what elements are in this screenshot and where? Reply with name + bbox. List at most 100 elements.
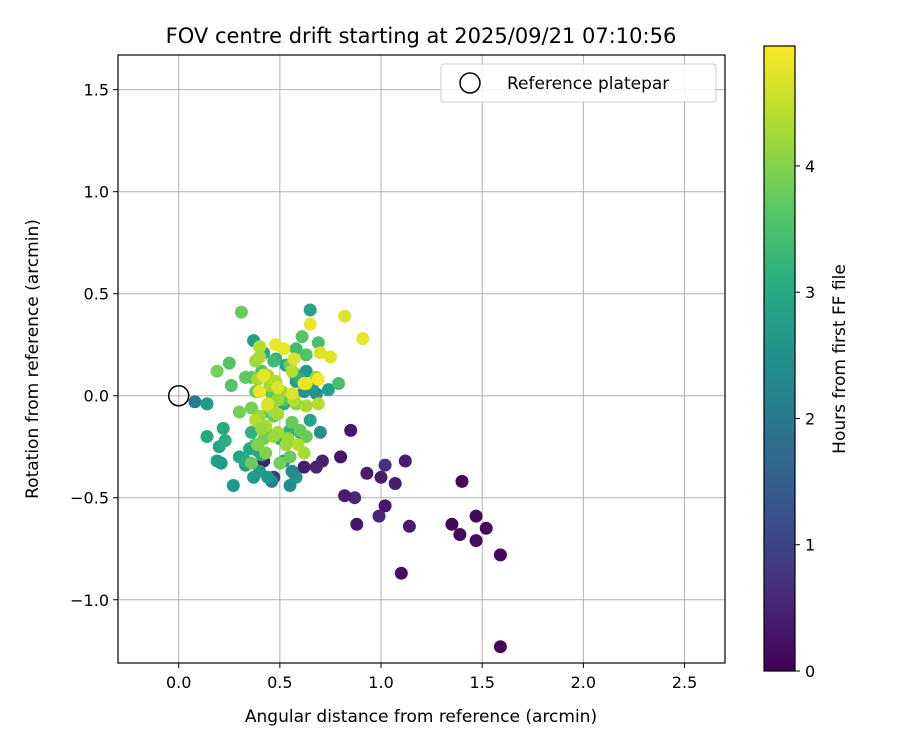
y-tick-label: 0.0	[84, 387, 109, 406]
data-point	[283, 450, 297, 464]
x-tick-label: 0.5	[267, 673, 292, 692]
data-point	[469, 509, 483, 523]
data-point	[234, 305, 248, 319]
data-point	[297, 446, 311, 460]
data-point	[267, 430, 281, 443]
data-point	[321, 383, 335, 397]
data-point	[285, 387, 299, 401]
data-point	[324, 350, 337, 364]
data-point	[297, 460, 311, 474]
data-point	[295, 330, 309, 344]
data-point	[289, 342, 303, 356]
data-point	[303, 317, 317, 331]
legend-marker	[459, 72, 481, 94]
x-tick-label: 2.5	[672, 673, 697, 692]
data-point	[216, 421, 230, 435]
data-point	[493, 640, 507, 654]
data-point	[253, 340, 267, 354]
x-axis-label: Angular distance from reference (arcmin)	[245, 707, 597, 727]
data-point	[210, 364, 224, 378]
data-point	[311, 372, 325, 386]
colorbar-label: Hours from first FF file	[830, 264, 850, 454]
data-point	[378, 458, 392, 472]
x-tick-label: 1.0	[368, 673, 393, 692]
reference-point-marker	[167, 384, 190, 407]
y-axis-ticks: 1.5 1.0 0.5 0.0 −0.5 −1.0	[70, 81, 118, 610]
data-point	[356, 332, 370, 346]
data-point	[279, 438, 293, 452]
data-point	[348, 491, 362, 505]
data-point	[267, 354, 281, 368]
data-point	[493, 548, 507, 562]
data-point	[299, 430, 313, 443]
data-point	[210, 454, 224, 468]
data-point	[332, 377, 345, 390]
colorbar-strip	[763, 45, 796, 672]
data-point	[218, 434, 232, 448]
scatter-points	[188, 303, 507, 654]
data-point	[200, 430, 214, 443]
legend: Reference platepar	[440, 63, 717, 103]
chart-title: FOV centre drift starting at 2025/09/21 …	[166, 24, 677, 48]
data-point	[253, 350, 267, 364]
data-point	[245, 456, 258, 470]
data-point	[277, 342, 291, 356]
data-point	[338, 309, 352, 323]
data-point	[398, 454, 412, 468]
data-point	[350, 517, 364, 531]
data-point	[287, 352, 301, 366]
data-point	[257, 368, 271, 382]
data-point	[224, 379, 238, 392]
x-tick-label: 2.0	[571, 673, 596, 692]
data-point	[360, 466, 374, 480]
data-point	[378, 499, 392, 513]
data-point	[313, 346, 327, 360]
data-point	[247, 470, 261, 484]
data-point	[479, 521, 493, 535]
data-point	[394, 566, 408, 580]
data-point	[469, 534, 483, 548]
data-point	[273, 456, 287, 470]
legend-label: Reference platepar	[507, 74, 669, 94]
plot-area	[118, 55, 725, 663]
data-point	[200, 397, 214, 411]
y-tick-label: −1.0	[70, 591, 109, 610]
data-point	[226, 479, 240, 492]
data-point	[455, 474, 469, 488]
colorbar-tick-label: 3	[805, 283, 815, 302]
data-point	[372, 509, 386, 523]
x-axis-ticks: 0.0 0.5 1.0 1.5 2.0 2.5	[166, 663, 697, 692]
data-point	[299, 348, 313, 362]
data-point	[388, 477, 402, 490]
data-point	[402, 519, 416, 533]
data-point	[299, 377, 313, 390]
data-point	[255, 421, 269, 435]
data-point	[374, 470, 388, 484]
colorbar-tick-label: 0	[805, 662, 815, 681]
y-axis-label: Rotation from reference (arcmin)	[23, 219, 43, 499]
data-point	[313, 425, 327, 439]
data-point	[303, 303, 317, 317]
x-tick-label: 0.0	[166, 673, 191, 692]
data-point	[303, 413, 317, 427]
data-point	[239, 370, 252, 384]
data-point	[311, 397, 325, 411]
x-tick-label: 1.5	[469, 673, 494, 692]
data-point	[344, 423, 358, 437]
data-point	[261, 397, 275, 411]
data-point	[285, 364, 299, 378]
data-point	[299, 399, 313, 413]
data-point	[188, 395, 202, 409]
colorbar: 0 1 2 3 4 Hours from first FF file	[763, 45, 850, 681]
colorbar-tick-label: 2	[805, 409, 815, 428]
data-point	[338, 489, 352, 503]
colorbar-ticks: 0 1 2 3 4	[795, 157, 815, 681]
data-point	[271, 407, 285, 421]
data-point	[453, 528, 467, 541]
data-point	[309, 460, 323, 474]
data-point	[271, 381, 285, 395]
y-tick-label: 0.5	[84, 285, 109, 304]
colorbar-tick-label: 1	[805, 536, 815, 555]
legend-box	[440, 63, 717, 103]
